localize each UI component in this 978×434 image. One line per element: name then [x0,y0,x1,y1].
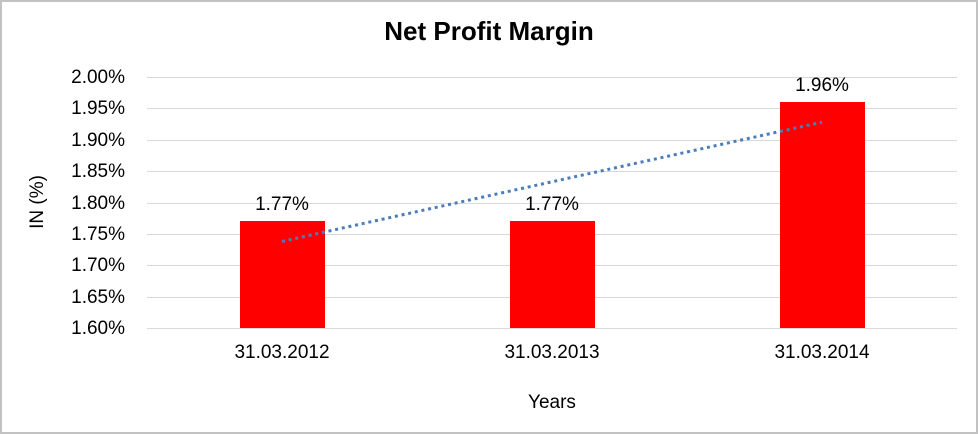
gridline [147,328,957,329]
bars-layer: 1.77% 1.77% 1.96% [147,75,957,328]
bar-data-label: 1.77% [525,194,579,216]
bar-31.03.2013 [509,221,595,328]
y-tick-label: 1.90% [71,129,125,151]
x-axis-category-labels: 31.03.2012 31.03.2013 31.03.2014 [147,343,957,367]
bar-data-label: 1.77% [255,194,309,216]
y-tick-label: 1.70% [71,255,125,277]
y-tick-label: 1.65% [71,286,125,308]
y-tick-label: 2.00% [71,67,125,88]
x-category-label: 31.03.2013 [504,342,600,363]
chart-title: Net Profit Margin [384,16,594,46]
bar-31.03.2012 [239,221,325,328]
y-tick-label: 1.85% [71,161,125,183]
bar-31.03.2014 [779,102,865,328]
y-tick-label: 1.75% [71,223,125,245]
gridline [147,108,957,110]
y-axis-tick-labels: 2.00% 1.95% 1.90% 1.85% 1.80% 1.75% 1.70% 1.65%… [20,68,125,338]
x-axis-title: Years [528,392,576,413]
bar-data-label: 1.96% [795,75,849,97]
gridline [147,77,957,78]
plot-area: 1.77% 1.77% 1.96% [147,75,957,329]
y-tick-label: 1.80% [71,192,125,214]
y-tick-label: 1.60% [71,318,125,339]
y-tick-label: 1.95% [71,98,125,120]
x-category-label: 31.03.2014 [774,342,870,363]
x-category-label: 31.03.2012 [234,342,330,363]
